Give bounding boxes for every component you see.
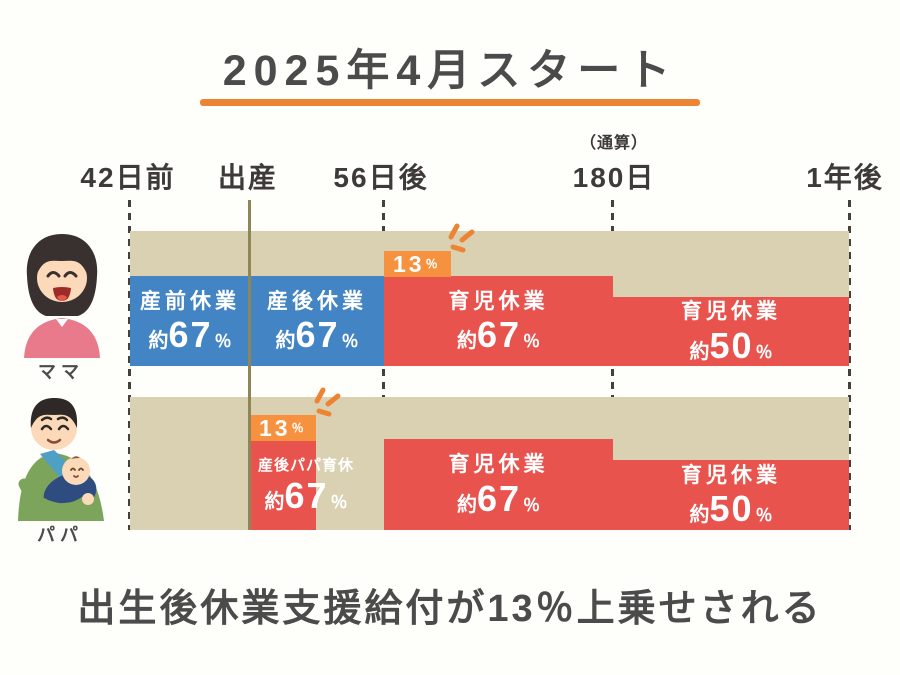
rate-prefix: 約 bbox=[456, 330, 477, 353]
rate-unit: ％ bbox=[214, 332, 232, 352]
bonus-unit: ％ bbox=[425, 257, 438, 271]
papa-postnatal-papa-leave-bar: 産後パパ育休 約 67 ％ bbox=[250, 441, 353, 530]
mama-prenatal-leave-bar: 産前休業 約 67 ％ bbox=[130, 276, 250, 366]
page-title: 2025年4月スタート bbox=[222, 47, 678, 95]
rate-value: 67 bbox=[295, 314, 340, 356]
rate-unit: ％ bbox=[755, 342, 773, 362]
mama-postnatal-leave-bar: 産後休業 約 67 ％ bbox=[250, 276, 384, 366]
segment-rate: 約 67 ％ bbox=[275, 317, 358, 353]
bonus-value: 13 bbox=[259, 414, 291, 441]
bonus-unit: ％ bbox=[291, 421, 304, 435]
rate-prefix: 約 bbox=[689, 340, 710, 363]
rate-value: 67 bbox=[168, 314, 213, 356]
rate-prefix: 約 bbox=[456, 493, 477, 516]
timeline-label-birth: 出産 bbox=[217, 162, 279, 193]
timeline-label-56days-after: 56日後 bbox=[333, 162, 429, 193]
segment-label: 育児休業 bbox=[681, 463, 781, 487]
rate-value: 67 bbox=[476, 314, 522, 356]
mama-bonus-badge: 13 ％ bbox=[384, 251, 451, 277]
papa-childcare-leave-50-bar: 育児休業 約 50 ％ bbox=[613, 460, 849, 530]
rate-unit: ％ bbox=[523, 495, 541, 515]
segment-rate: 約 67 ％ bbox=[148, 317, 231, 353]
rate-unit: ％ bbox=[755, 506, 773, 526]
mama-childcare-leave-67-bar: 育児休業 約 67 ％ bbox=[384, 276, 613, 366]
rate-unit: ％ bbox=[523, 332, 541, 352]
timeline-label-1year-after: 1年後 bbox=[806, 162, 884, 193]
timeline-label-180days-text: 180日 bbox=[572, 162, 656, 193]
segment-rate: 約 50 ％ bbox=[689, 491, 772, 527]
papa-childcare-leave-67-bar: 育児休業 約 67 ％ bbox=[384, 439, 613, 530]
rate-unit: ％ bbox=[330, 493, 348, 512]
burst-icon bbox=[314, 387, 341, 417]
guide-line-1year-after bbox=[848, 200, 851, 530]
mama-row-label: ママ bbox=[38, 362, 84, 382]
segment-rate: 約 67 ％ bbox=[456, 477, 541, 519]
segment-label: 産後パパ育休 bbox=[257, 457, 354, 474]
footer-note: 出生後休業支援給付が13％上乗せされる bbox=[77, 588, 823, 630]
papa-avatar bbox=[18, 398, 104, 521]
timeline-label-180days: （通算） 180日 bbox=[572, 135, 656, 196]
timeline-label-42days-before: 42日前 bbox=[80, 162, 176, 193]
guide-line-42days-before bbox=[128, 200, 131, 530]
rate-unit: ％ bbox=[341, 332, 359, 352]
timeline-sublabel-cumulative: （通算） bbox=[579, 135, 649, 152]
rate-prefix: 約 bbox=[275, 330, 296, 353]
rate-prefix: 約 bbox=[148, 330, 169, 353]
segment-label: 産前休業 bbox=[140, 289, 240, 313]
segment-rate: 約 67 ％ bbox=[457, 317, 540, 353]
rate-value: 50 bbox=[709, 324, 754, 366]
mama-childcare-leave-50-bar: 育児休業 約 50 ％ bbox=[613, 297, 849, 366]
segment-label: 産後休業 bbox=[267, 289, 367, 313]
rate-value: 67 bbox=[284, 475, 329, 516]
segment-label: 育児休業 bbox=[448, 453, 549, 477]
segment-label: 育児休業 bbox=[681, 300, 781, 324]
segment-label: 育児休業 bbox=[448, 289, 549, 313]
mama-avatar bbox=[24, 234, 100, 358]
segment-rate: 約 67 ％ bbox=[264, 478, 347, 514]
title-underline bbox=[200, 99, 700, 106]
rate-prefix: 約 bbox=[264, 491, 285, 513]
papa-bonus-badge: 13 ％ bbox=[250, 415, 316, 441]
segment-text-box: 産後パパ育休 約 67 ％ bbox=[252, 441, 360, 530]
guide-line-birth bbox=[248, 200, 251, 530]
rate-value: 67 bbox=[476, 477, 522, 519]
segment-rate: 約 50 ％ bbox=[689, 324, 773, 366]
bonus-value: 13 bbox=[393, 250, 425, 277]
burst-icon bbox=[448, 223, 475, 253]
rate-prefix: 約 bbox=[689, 504, 710, 527]
papa-row-label: パパ bbox=[37, 525, 83, 545]
rate-value: 50 bbox=[709, 488, 754, 530]
